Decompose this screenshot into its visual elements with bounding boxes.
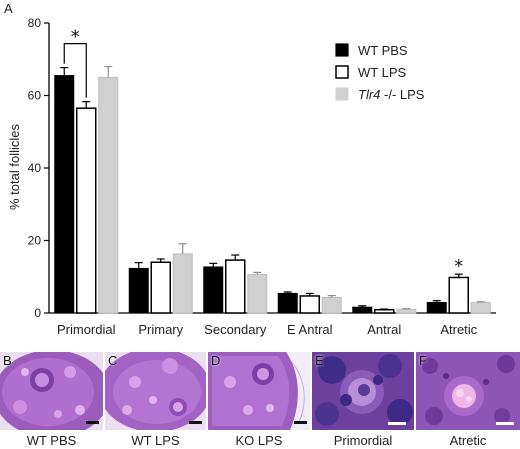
bar-tlr4-lps-primordial <box>98 76 119 314</box>
y-tick-label: 20 <box>28 234 42 248</box>
y-tick-label: 0 <box>34 306 41 320</box>
scale-bar <box>294 421 307 424</box>
x-tick-label-primary: Primary <box>138 322 183 337</box>
legend: WT PBS WT LPS Tlr4 -/- LPS <box>335 43 425 102</box>
micrograph-row: B WT PBS C WT LPS <box>0 352 520 449</box>
panel-a-letter: A <box>4 1 13 16</box>
x-tick-label-antral: Antral <box>367 322 401 337</box>
legend-swatch-wt-pbs <box>335 43 349 57</box>
legend-label-tlr4-gene: Tlr4 <box>358 87 380 102</box>
y-tick-label: 40 <box>28 161 42 175</box>
bar-wt-pbs-primordial <box>54 75 75 314</box>
bar-tlr4-lps-secondary <box>247 274 268 314</box>
bar-wt-lps-primary <box>150 261 171 314</box>
bar-wt-pbs-antral <box>352 306 373 314</box>
y-axis-title: % total follicles <box>7 124 22 210</box>
y-tick-label: 80 <box>28 16 42 30</box>
x-tick-label-atretic: Atretic <box>440 322 477 337</box>
scale-bar <box>189 421 202 424</box>
x-tick-label-e-antral: E Antral <box>287 322 333 337</box>
follicle-bar-chart: A % total follicles 0 20 40 60 80 Primordial… <box>4 1 496 337</box>
x-axis: Primordial Primary Secondary E Antral Antral… <box>49 312 496 337</box>
atretic-follicle-image <box>416 352 520 430</box>
bar-wt-pbs-primary <box>128 267 149 314</box>
y-axis: 0 20 40 60 80 <box>28 16 50 320</box>
micrograph-panel-f: F <box>416 352 520 430</box>
micrograph-caption-c: WT LPS <box>131 433 180 448</box>
bar-wt-pbs-e-antral <box>277 292 298 314</box>
micrograph-caption-d: KO LPS <box>235 433 283 448</box>
significance-bracket <box>63 42 87 98</box>
legend-swatch-wt-lps <box>335 65 349 79</box>
x-tick-label-primordial: Primordial <box>57 322 116 337</box>
significance-marks: ** <box>63 27 463 277</box>
legend-label-wt-lps: WT LPS <box>358 65 406 80</box>
micrograph-letter-d: D <box>211 353 221 368</box>
bar-wt-lps-e-antral <box>299 295 320 314</box>
bar-wt-lps-secondary <box>225 259 246 314</box>
micrograph-panel-b: B <box>0 352 103 430</box>
ovary-section-image <box>208 352 310 430</box>
legend-label-tlr4: Tlr4 -/- LPS <box>358 87 425 102</box>
micrograph-caption-e: Primordial <box>333 433 393 448</box>
ovary-section-image <box>105 352 206 430</box>
legend-label-tlr4-rest: -/- LPS <box>380 87 424 102</box>
micrograph-letter-e: E <box>315 353 324 368</box>
ovary-section-image <box>0 352 103 430</box>
bar-wt-lps-atretic <box>448 276 469 314</box>
significance-star: * <box>454 256 463 277</box>
bar-tlr4-lps-atretic <box>470 301 491 314</box>
bar-wt-pbs-secondary <box>203 266 224 314</box>
micrograph-caption-f: Atretic <box>449 433 487 448</box>
bar-tlr4-lps-antral <box>396 308 417 314</box>
bar-wt-pbs-atretic <box>426 301 447 314</box>
scale-bar <box>388 422 406 425</box>
significance-star: * <box>71 27 80 48</box>
micrograph-caption-b: WT PBS <box>26 433 77 448</box>
bar-wt-lps-primordial <box>76 107 97 314</box>
micrograph-panel-e: E <box>312 352 414 430</box>
micrograph-letter-f: F <box>419 353 427 368</box>
micrograph-letter-b: B <box>3 353 12 368</box>
legend-label-wt-pbs: WT PBS <box>358 43 408 58</box>
x-tick-label-secondary: Secondary <box>204 322 267 337</box>
primordial-follicle-image <box>312 352 414 430</box>
bar-wt-lps-antral <box>374 308 395 314</box>
micrograph-panel-d: D <box>208 352 310 430</box>
bar-tlr4-lps-e-antral <box>321 296 342 314</box>
scale-bar <box>86 421 99 424</box>
micrograph-panel-c: C <box>105 352 206 430</box>
y-tick-label: 60 <box>28 89 42 103</box>
scale-bar <box>496 422 514 425</box>
legend-swatch-tlr4 <box>335 87 349 101</box>
bar-tlr4-lps-primary <box>172 253 193 314</box>
micrograph-letter-c: C <box>108 353 118 368</box>
bar-marks <box>54 65 491 314</box>
